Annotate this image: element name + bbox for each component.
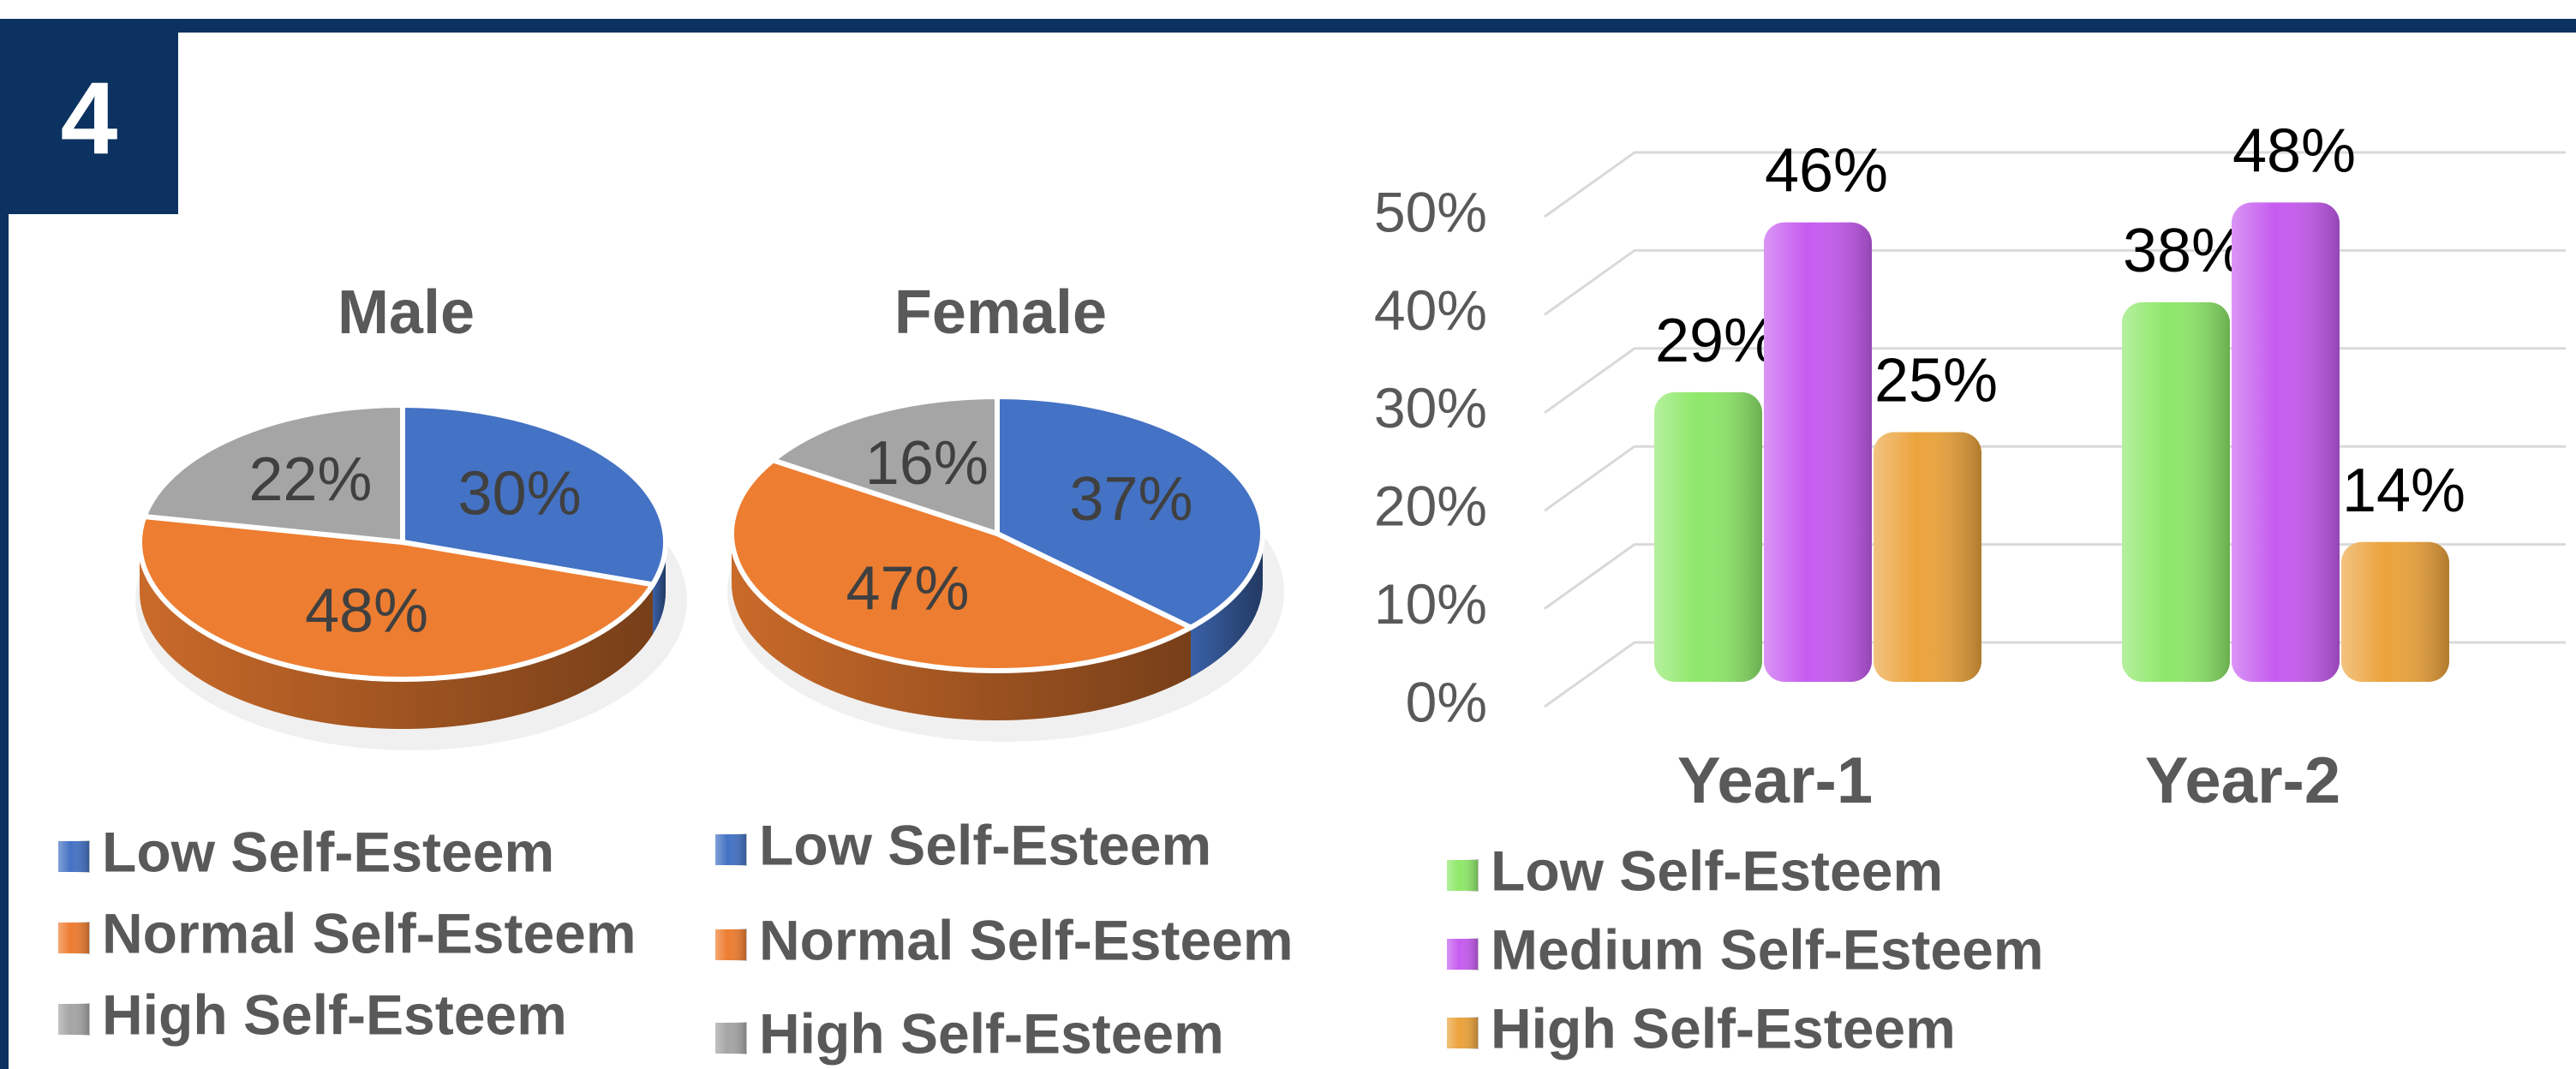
x-tick-label: Year-1	[1677, 744, 1873, 817]
legend-label: Low Self-Esteem	[102, 820, 554, 883]
legend-label: High Self-Esteem	[102, 982, 567, 1046]
data-label: 48%	[2232, 116, 2356, 185]
y-tick-label: 20%	[1374, 475, 1487, 538]
pie-slice	[140, 402, 405, 546]
top-bar	[0, 19, 2576, 33]
data-label: 46%	[1765, 137, 1888, 206]
y-tick-label: 0%	[1406, 670, 1487, 733]
chart-title: Male	[338, 278, 475, 347]
panel-number: 4	[61, 62, 118, 176]
bar-shade	[1764, 222, 1872, 682]
bar-shade	[2341, 541, 2449, 682]
x-tick-label: Year-2	[2145, 744, 2340, 817]
data-label: 30%	[458, 459, 582, 528]
panel-box	[0, 33, 178, 214]
data-label: 29%	[1655, 307, 1778, 375]
legend-swatch-shade	[1446, 938, 1479, 970]
grid-line	[1544, 248, 2566, 316]
legend-swatch-shade	[714, 833, 747, 866]
pie-slice	[137, 513, 657, 682]
y-tick-label: 50%	[1374, 180, 1487, 243]
bar-shade	[1874, 432, 1981, 682]
y-tick-label: 30%	[1374, 376, 1487, 439]
data-label: 47%	[846, 555, 969, 624]
chart-title: Female	[894, 278, 1107, 347]
data-label: 48%	[305, 576, 428, 645]
data-label: 16%	[865, 429, 989, 498]
data-label: 25%	[1874, 347, 1998, 415]
pie-side-shade	[140, 542, 653, 729]
pie-slice	[729, 457, 1197, 673]
legend-label: Low Self-Esteem	[759, 813, 1211, 876]
pie-slice	[400, 402, 668, 588]
data-label: 22%	[248, 445, 372, 514]
pie-slice	[768, 393, 1000, 538]
bar-shade	[2122, 302, 2230, 682]
legend-label: Low Self-Esteem	[1491, 839, 1943, 902]
bar-shade	[2232, 202, 2340, 682]
y-tick-label: 10%	[1374, 572, 1487, 636]
legend-swatch-shade	[57, 840, 90, 873]
legend-label: Medium Self-Esteem	[1491, 917, 2044, 981]
legend-swatch-shade	[714, 1022, 747, 1054]
pie-side-shade	[732, 534, 1191, 720]
legend-swatch-shade	[714, 929, 747, 961]
legend-label: High Self-Esteem	[1491, 996, 1956, 1060]
data-label: 14%	[2342, 457, 2465, 525]
legend-swatch-shade	[1446, 1017, 1479, 1049]
pie-slice	[995, 393, 1265, 630]
legend-label: Normal Self-Esteem	[759, 908, 1294, 971]
data-label: 37%	[1069, 465, 1192, 534]
legend-label: Normal Self-Esteem	[102, 901, 637, 964]
left-border	[0, 19, 9, 1069]
legend-label: High Self-Esteem	[759, 1001, 1224, 1065]
legend-swatch-shade	[1446, 859, 1479, 892]
data-label: 38%	[2123, 217, 2246, 285]
grid-line	[1544, 151, 2566, 218]
legend-swatch-shade	[57, 1003, 90, 1036]
y-tick-label: 40%	[1374, 278, 1487, 342]
bar-shade	[1654, 391, 1762, 682]
legend-swatch-shade	[57, 922, 90, 954]
